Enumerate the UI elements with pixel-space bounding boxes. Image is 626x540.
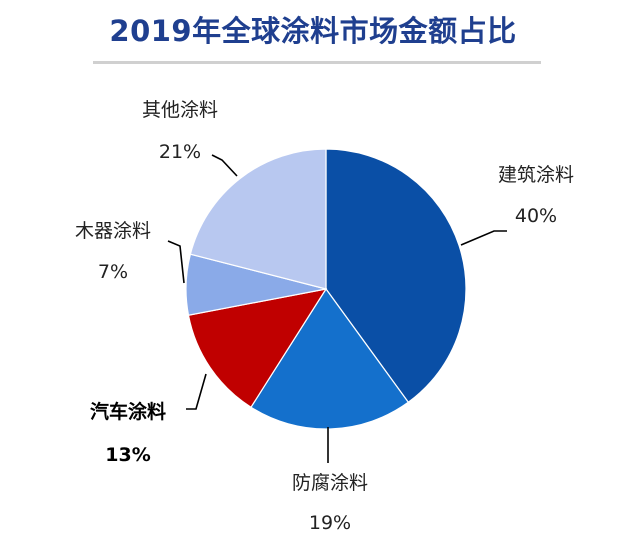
slice-percent-label-4: 7% — [98, 261, 128, 283]
slice-category-label-5: 其他涂料 — [142, 99, 218, 121]
chart-title: 2019年全球涂料市场金额占比 — [109, 14, 517, 48]
leader-line-4 — [167, 240, 185, 284]
slice-percent-label-3: 13% — [105, 444, 150, 466]
slice-category-label-2: 防腐涂料 — [292, 472, 368, 494]
slice-category-label-4: 木器涂料 — [75, 220, 151, 242]
slice-percent-label-1: 40% — [515, 205, 557, 227]
slice-category-label-1: 建筑涂料 — [498, 164, 574, 186]
pie-slice-1 — [325, 148, 467, 404]
slice-percent-label-2: 19% — [309, 512, 351, 534]
title-underline — [93, 61, 541, 64]
pie-slice-2 — [250, 287, 410, 430]
slice-category-label-3: 汽车涂料 — [90, 400, 166, 423]
pie-slice-5 — [189, 148, 327, 290]
leader-line-1 — [460, 230, 507, 246]
leader-line-5 — [211, 154, 238, 177]
leader-line-3 — [186, 373, 207, 410]
pie-slice-3 — [187, 288, 328, 409]
slice-percent-label-5: 21% — [159, 141, 201, 163]
